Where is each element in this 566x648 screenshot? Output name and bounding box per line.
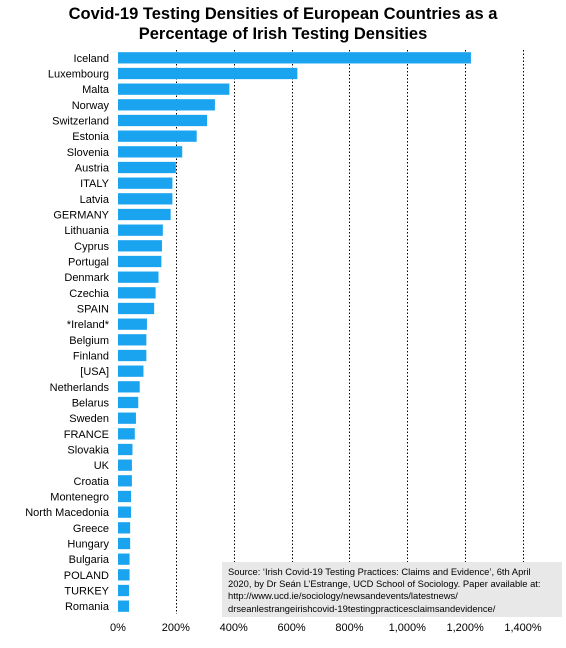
category-label-14: Denmark [64, 272, 109, 284]
category-label-6: Slovenia [67, 147, 110, 159]
category-label-7: Austria [75, 163, 110, 175]
category-label-17: *Ireland* [67, 319, 110, 331]
category-label-0: Iceland [74, 53, 109, 65]
bar-10 [118, 208, 171, 221]
category-label-26: UK [94, 460, 110, 472]
bar-22 [118, 396, 139, 409]
bar-30 [118, 522, 131, 534]
category-label-27: Croatia [74, 476, 110, 488]
category-label-11: Lithuania [64, 225, 110, 237]
bar-32 [118, 553, 130, 565]
bar-0 [118, 52, 471, 64]
bar-26 [118, 459, 132, 471]
category-label-33: POLAND [64, 570, 109, 582]
source-line-4: drseanlestrangeirishcovid-19testingpract… [228, 602, 496, 614]
bar-17 [118, 318, 147, 330]
category-label-8: ITALY [80, 178, 110, 190]
bar-11 [118, 224, 163, 236]
category-label-3: Norway [72, 100, 110, 112]
category-label-19: Finland [73, 351, 109, 363]
category-label-16: SPAIN [77, 304, 109, 316]
bar-31 [118, 537, 131, 550]
grid-lines [176, 50, 524, 614]
bar-14 [118, 271, 159, 283]
bar-7 [118, 161, 176, 174]
source-line-3: http://www.ucd.ie/sociology/newsandevent… [228, 590, 458, 602]
category-label-35: Romania [65, 601, 110, 613]
category-label-22: Belarus [72, 398, 110, 410]
bar-16 [118, 302, 155, 315]
category-label-30: Greece [73, 523, 109, 535]
category-label-13: Portugal [68, 257, 109, 269]
category-label-32: Bulgaria [69, 554, 110, 566]
bar-19 [118, 349, 147, 362]
x-tick-label-3: 600% [277, 622, 305, 634]
bar-21 [118, 381, 140, 393]
x-tick-label-7: 1,400% [504, 622, 542, 634]
chart-title: Covid-19 Testing Densities of European C… [0, 4, 566, 44]
x-tick-label-4: 800% [335, 622, 363, 634]
bar-4 [118, 114, 208, 127]
category-label-23: Sweden [69, 413, 109, 425]
category-label-34: TURKEY [64, 586, 109, 598]
x-tick-label-5: 1,000% [389, 622, 427, 634]
bar-29 [118, 506, 132, 518]
bar-23 [118, 412, 136, 424]
x-tick-label-2: 400% [220, 622, 248, 634]
category-label-29: North Macedonia [25, 507, 110, 519]
category-label-1: Luxembourg [48, 69, 109, 81]
x-tick-label-1: 200% [162, 622, 190, 634]
category-label-28: Montenegro [50, 492, 109, 504]
bar-25 [118, 443, 133, 456]
bar-34 [118, 584, 129, 597]
category-label-2: Malta [82, 84, 110, 96]
category-label-25: Slovakia [67, 445, 109, 457]
bar-3 [118, 99, 215, 111]
x-tick-label-6: 1,200% [446, 622, 484, 634]
bar-18 [118, 334, 147, 346]
category-label-15: Czechia [69, 288, 110, 300]
bar-33 [118, 569, 130, 581]
source-note: Source: ‘Irish Covid-19 Testing Practice… [222, 562, 562, 617]
bars-group [118, 52, 471, 612]
chart-title-line-1: Covid-19 Testing Densities of European C… [68, 5, 498, 23]
category-label-31: Hungary [67, 539, 109, 551]
x-tick-labels: 0% 200% 400% 600% 800% 1,000% 1,200% 1,400% [110, 622, 542, 634]
category-label-18: Belgium [69, 335, 109, 347]
bar-13 [118, 255, 162, 268]
bar-35 [118, 600, 129, 612]
bar-6 [118, 146, 183, 158]
bar-12 [118, 240, 162, 252]
category-label-12: Cyprus [74, 241, 109, 253]
category-label-5: Estonia [72, 131, 110, 143]
category-labels: Iceland Luxembourg Malta Norway Switzerland E… [25, 53, 110, 613]
category-label-10: GERMANY [53, 210, 109, 222]
bar-8 [118, 177, 173, 189]
bar-15 [118, 287, 156, 299]
bar-9 [118, 193, 173, 205]
bar-2 [118, 83, 230, 95]
category-label-24: FRANCE [64, 429, 109, 441]
chart-title-line-2: Percentage of Irish Testing Densities [138, 25, 428, 43]
bar-5 [118, 130, 197, 142]
bar-1 [118, 67, 298, 80]
category-label-9: Latvia [80, 194, 110, 206]
source-line-1: Source: ‘Irish Covid-19 Testing Practice… [228, 566, 531, 577]
bar-28 [118, 490, 132, 503]
source-line-2: 2020, by Dr Seán L’Estrange, UCD School … [228, 578, 541, 590]
bar-24 [118, 428, 135, 440]
category-label-4: Switzerland [52, 116, 109, 128]
category-label-21: Netherlands [50, 382, 110, 394]
category-label-20: [USA] [80, 366, 109, 378]
x-tick-label-0: 0% [110, 622, 126, 634]
bar-27 [118, 475, 132, 487]
bar-20 [118, 365, 144, 377]
